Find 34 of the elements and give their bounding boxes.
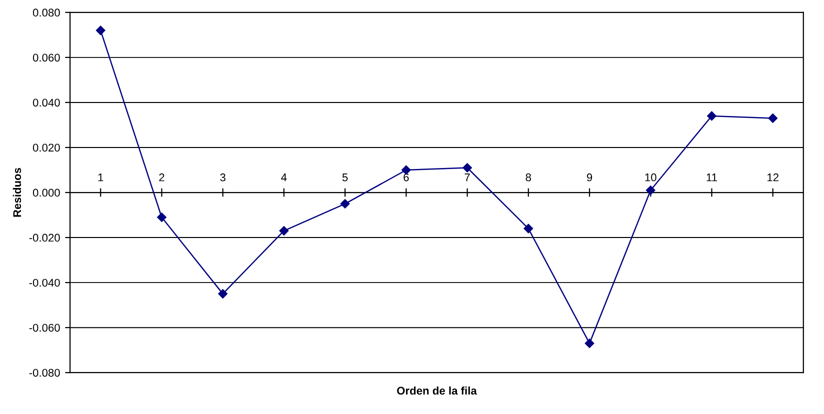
point [707,111,716,121]
y-tick-label: 0.020 [32,144,60,152]
x-tick-label: 4 [281,174,287,182]
y-tick-label: -0.020 [29,234,60,242]
x-tick-label: 11 [706,174,717,182]
point [96,26,106,36]
point [402,165,411,175]
x-tick-label: 2 [159,173,164,182]
point [157,212,166,222]
point [646,186,656,195]
point [584,338,594,348]
y-tick-label: 0.000 [32,188,60,197]
x-tick-label: 5 [342,174,348,182]
y-tick-label: 0.060 [32,54,60,62]
point [340,199,350,208]
point [462,163,472,172]
y-tick-label: -0.060 [29,324,60,332]
x-tick-label: 3 [220,173,226,182]
point [279,226,289,236]
point [524,224,534,234]
y-tick-label: 0.040 [32,98,60,107]
y-axis-title: Residuos [12,168,22,217]
y-tick-label: -0.080 [29,368,60,377]
y-tick-label: -0.040 [29,278,60,287]
point [218,289,228,298]
x-tick-label: 7 [464,174,470,182]
x-tick-label: 1 [98,174,104,182]
x-axis-title: Orden de la fila [397,386,477,395]
x-tick-label: 10 [645,173,656,182]
point [768,114,778,123]
x-tick-label: 8 [526,173,531,182]
y-tick-label: 0.080 [32,8,60,17]
x-tick-label: 9 [586,173,592,182]
x-tick-label: 12 [768,173,778,182]
